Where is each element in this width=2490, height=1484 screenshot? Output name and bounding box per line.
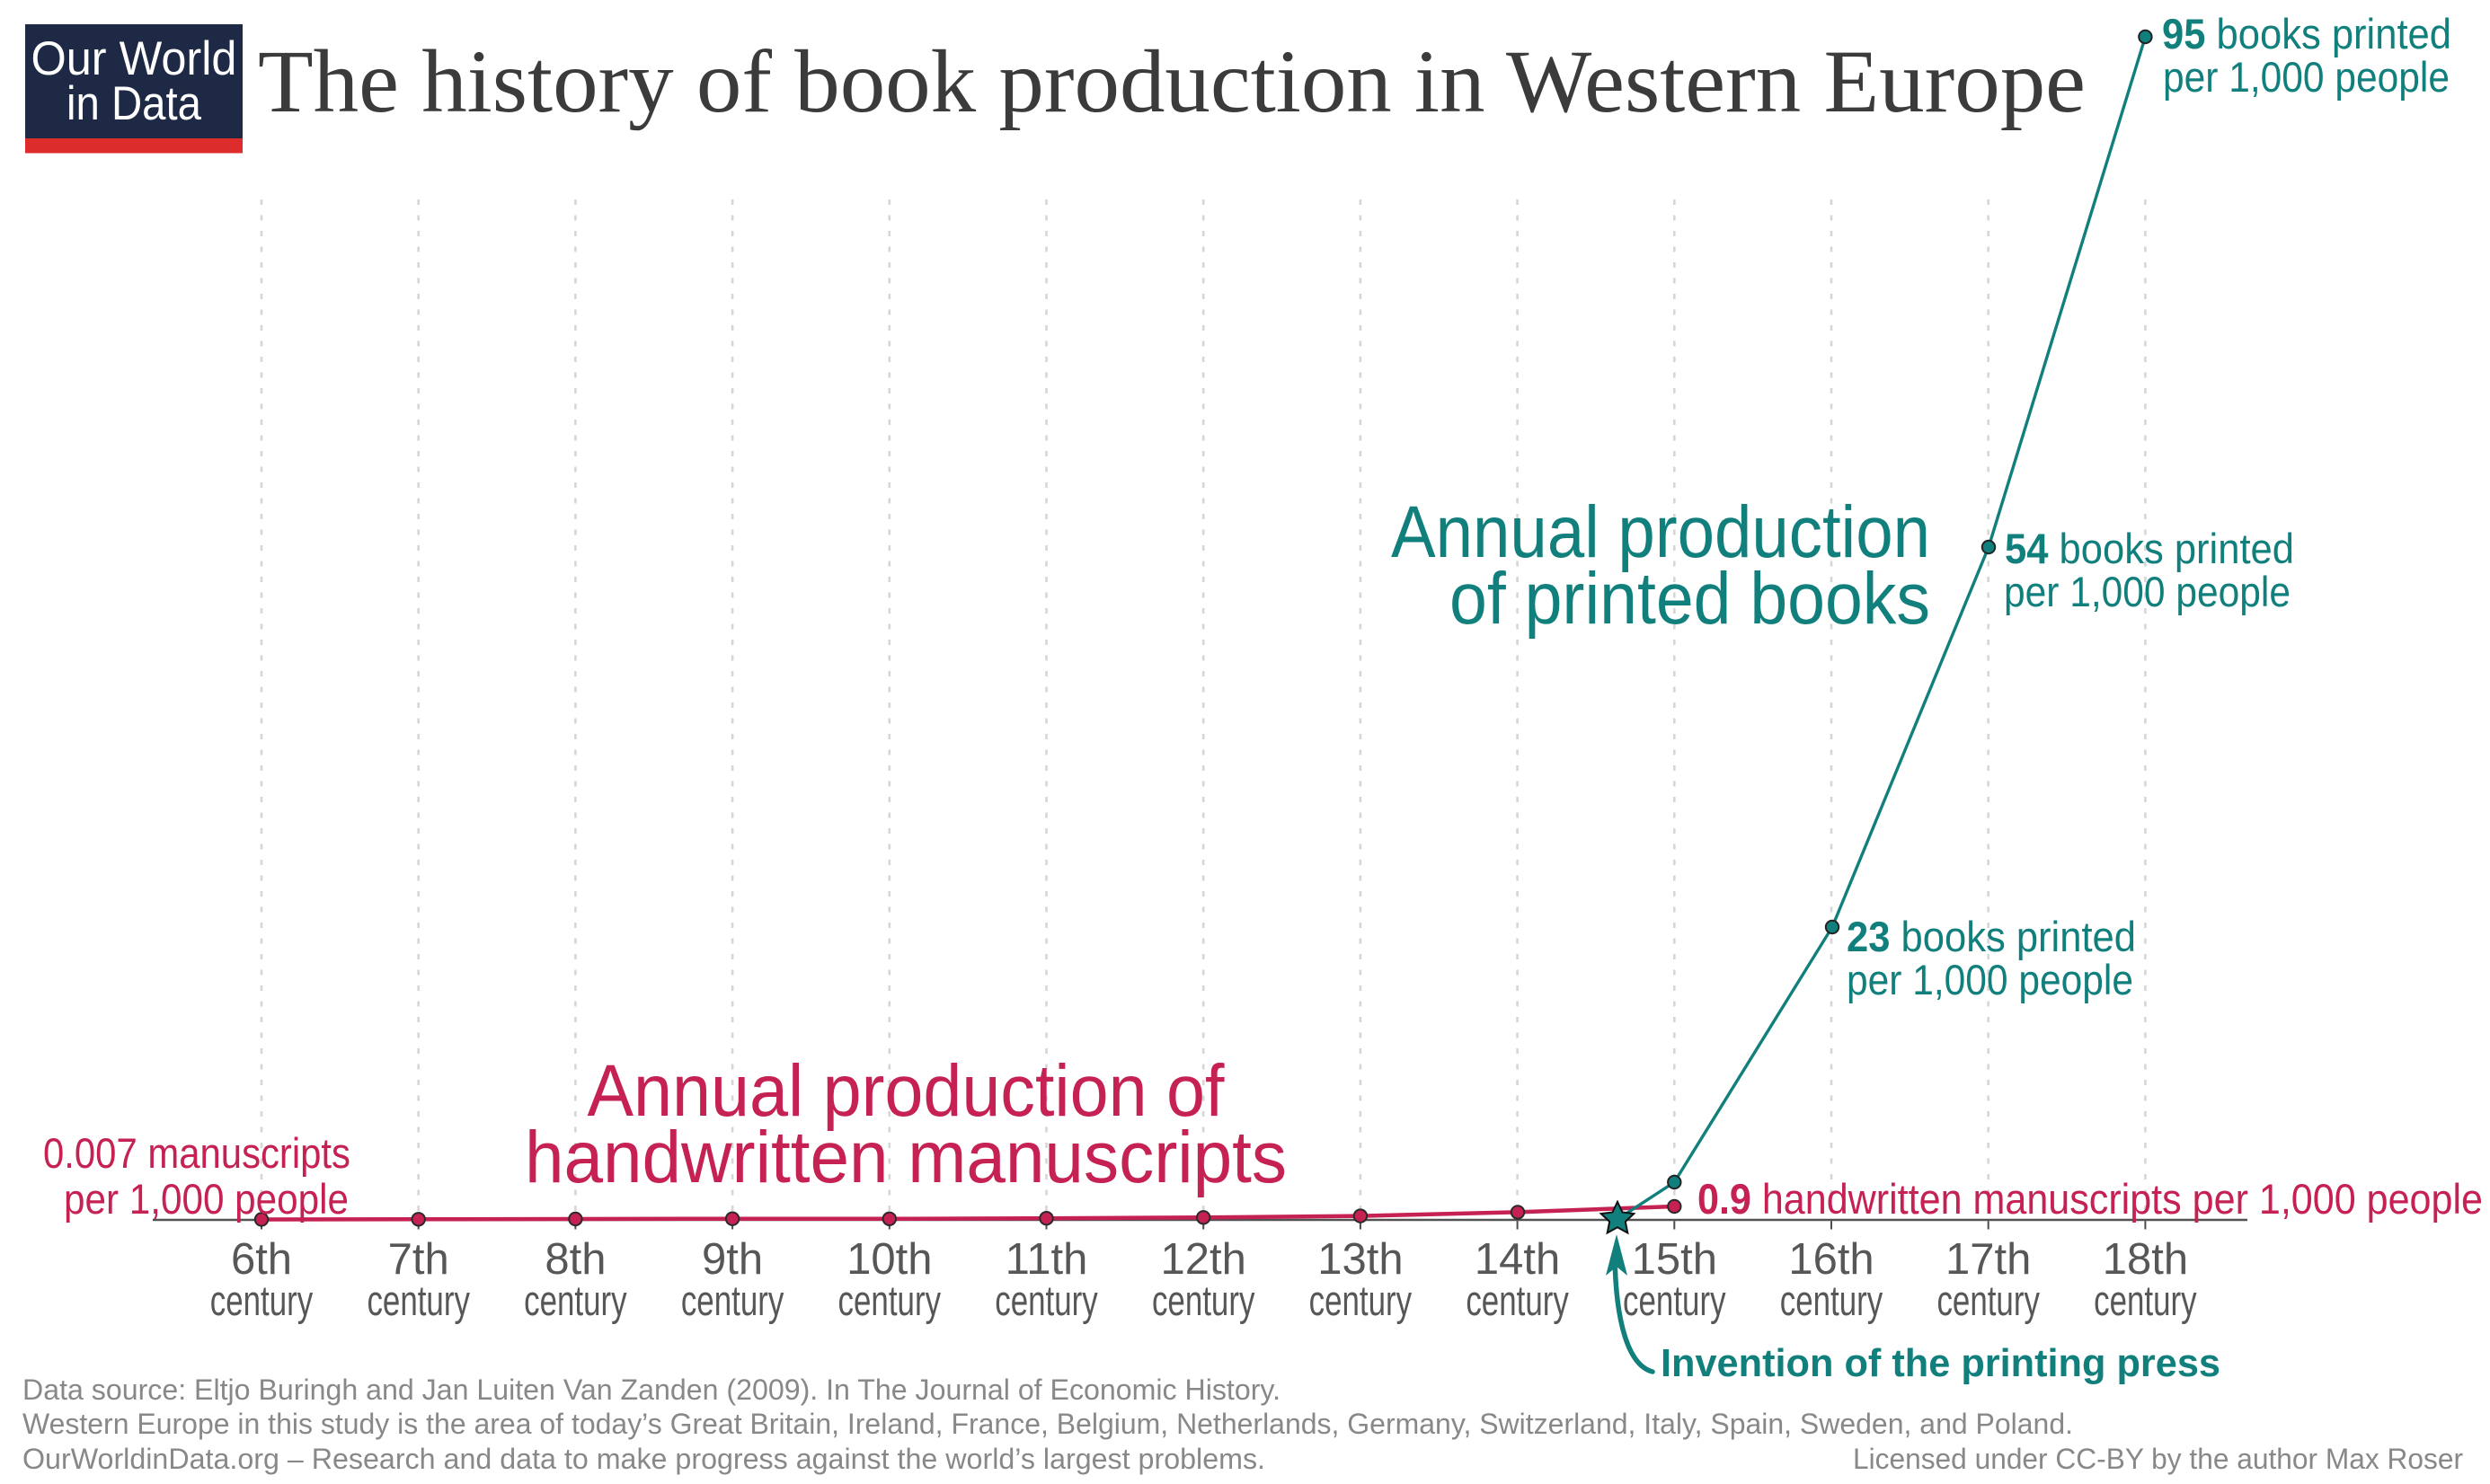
svg-text:14th: 14th bbox=[1475, 1235, 1560, 1284]
svg-text:Annual production of: Annual production of bbox=[588, 1050, 1225, 1132]
svg-text:century: century bbox=[995, 1276, 1098, 1324]
svg-text:century: century bbox=[2094, 1276, 2197, 1324]
svg-text:54 books printed: 54 books printed bbox=[2005, 525, 2294, 572]
svg-text:9th: 9th bbox=[702, 1235, 763, 1284]
svg-text:23 books printed: 23 books printed bbox=[1847, 913, 2136, 960]
svg-text:century: century bbox=[1152, 1276, 1255, 1324]
svg-text:8th: 8th bbox=[545, 1235, 606, 1284]
svg-text:century: century bbox=[1936, 1276, 2040, 1324]
svg-text:15th: 15th bbox=[1632, 1235, 1717, 1284]
svg-text:17th: 17th bbox=[1945, 1235, 2031, 1284]
svg-text:Annual production: Annual production bbox=[1391, 491, 1930, 573]
svg-text:11th: 11th bbox=[1006, 1235, 1088, 1284]
svg-text:7th: 7th bbox=[388, 1235, 449, 1284]
svg-text:95 books printed: 95 books printed bbox=[2162, 10, 2451, 57]
svg-text:of printed books: of printed books bbox=[1449, 558, 1930, 640]
svg-text:Licensed under CC-BY by the au: Licensed under CC-BY by the author Max R… bbox=[1853, 1443, 2463, 1475]
svg-text:Data source: Eltjo Buringh and: Data source: Eltjo Buringh and Jan Luite… bbox=[22, 1374, 1280, 1406]
svg-text:century: century bbox=[210, 1276, 314, 1324]
svg-text:handwritten manuscripts: handwritten manuscripts bbox=[525, 1117, 1287, 1198]
svg-text:Western Europe in this study i: Western Europe in this study is the area… bbox=[22, 1408, 2073, 1440]
svg-text:The history of book production: The history of book production in Wester… bbox=[258, 31, 2086, 131]
svg-text:century: century bbox=[1780, 1276, 1883, 1324]
svg-text:century: century bbox=[838, 1276, 942, 1324]
svg-text:10th: 10th bbox=[846, 1235, 932, 1284]
svg-text:per 1,000 people: per 1,000 people bbox=[64, 1175, 349, 1223]
svg-text:OurWorldinData.org – Research: OurWorldinData.org – Research and data t… bbox=[22, 1443, 1265, 1475]
svg-text:Invention of the printing pres: Invention of the printing press bbox=[1661, 1341, 2220, 1385]
svg-text:century: century bbox=[681, 1276, 784, 1324]
svg-text:0.9 handwritten manuscripts pe: 0.9 handwritten manuscripts per 1,000 pe… bbox=[1697, 1175, 2483, 1223]
svg-text:0.007 manuscripts: 0.007 manuscripts bbox=[43, 1129, 350, 1177]
svg-text:16th: 16th bbox=[1788, 1235, 1874, 1284]
svg-text:per 1,000 people: per 1,000 people bbox=[1847, 956, 2133, 1003]
svg-text:12th: 12th bbox=[1161, 1235, 1246, 1284]
svg-text:century: century bbox=[1466, 1276, 1569, 1324]
svg-text:per 1,000 people: per 1,000 people bbox=[2004, 568, 2291, 615]
svg-text:century: century bbox=[524, 1276, 627, 1324]
svg-text:per 1,000 people: per 1,000 people bbox=[2163, 53, 2450, 101]
svg-text:in Data: in Data bbox=[66, 77, 201, 130]
svg-text:13th: 13th bbox=[1317, 1235, 1403, 1284]
svg-text:6th: 6th bbox=[231, 1235, 292, 1284]
svg-text:century: century bbox=[1309, 1276, 1413, 1324]
svg-text:century: century bbox=[367, 1276, 470, 1324]
svg-text:Our World: Our World bbox=[31, 32, 237, 85]
svg-text:century: century bbox=[1623, 1276, 1726, 1324]
svg-text:18th: 18th bbox=[2103, 1235, 2188, 1284]
